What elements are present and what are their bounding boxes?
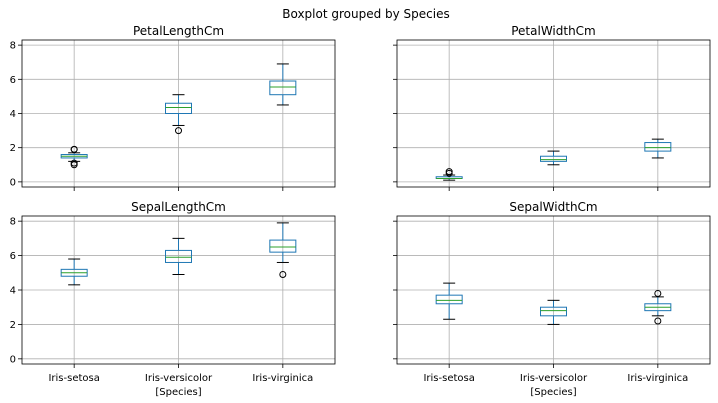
outlier-point [445,168,453,176]
panel-SepalWidthCm: SepalWidthCm Iris-setosa Iris-versicolor Ir… [393,200,711,398]
box-Iris-versicolor [540,299,567,325]
subplot-panels: PetalLengthCm 0 2 4 6 8 PetalWidthCm SepalLengt… [10,24,711,398]
outlier-point [279,271,287,279]
box-Iris-setosa [435,282,463,320]
axes-frame [396,39,711,188]
box-Iris-versicolor [165,94,192,135]
box-Iris-virginica [644,289,672,325]
x-tick-label: Iris-setosa [423,373,474,384]
box-Iris-versicolor [165,237,192,276]
x-tick-label: Iris-versicolor [145,373,213,384]
axes-frame [21,215,336,365]
iqr-box [269,239,297,253]
axes-frame [21,39,336,188]
y-tick-label: 4 [10,109,16,120]
x-tick-label: Iris-setosa [48,373,99,384]
box-Iris-versicolor [540,150,567,166]
panel-title: SepalWidthCm [509,200,597,214]
box-Iris-virginica [644,138,672,159]
y-tick-label: 2 [10,143,16,154]
y-tick-label: 8 [10,41,16,52]
iqr-box [269,80,297,96]
box-Iris-virginica [269,222,297,279]
outlier-point [70,145,78,153]
panel-SepalLengthCm: SepalLengthCm 0 2 4 6 8 Iris-setosa Iris-versic… [10,200,336,398]
outlier-point [654,289,662,297]
iqr-box [644,142,672,152]
y-tick-label: 2 [10,320,16,331]
box-Iris-setosa [435,168,463,181]
axes-frame [396,215,711,365]
x-tick-label: Iris-virginica [252,373,313,384]
y-tick-label: 6 [10,75,16,86]
iqr-box [165,102,192,114]
iqr-box [165,249,192,263]
box-Iris-setosa [60,145,88,169]
panel-PetalLengthCm: PetalLengthCm 0 2 4 6 8 [10,24,336,191]
x-axis-label: [Species] [155,387,201,398]
iqr-box [540,306,567,317]
box-Iris-virginica [269,63,297,106]
outlier-point [654,317,662,325]
y-tick-label: 6 [10,251,16,262]
y-tick-label: 8 [10,217,16,228]
x-tick-label: Iris-virginica [627,373,688,384]
figure-suptitle: Boxplot grouped by Species [282,7,450,21]
panel-title: SepalLengthCm [131,200,226,214]
outlier-point [70,159,78,167]
y-tick-label: 4 [10,286,16,297]
x-axis-label: [Species] [530,387,576,398]
x-tick-label: Iris-versicolor [520,373,588,384]
y-tick-label: 0 [10,177,16,188]
iqr-box [435,294,463,305]
outlier-point [175,127,182,135]
y-tick-label: 0 [10,354,16,365]
iqr-box [540,155,567,162]
panel-title: PetalWidthCm [511,24,596,38]
panel-PetalWidthCm: PetalWidthCm [393,24,711,191]
box-Iris-setosa [60,258,88,286]
panel-title: PetalLengthCm [133,24,224,38]
